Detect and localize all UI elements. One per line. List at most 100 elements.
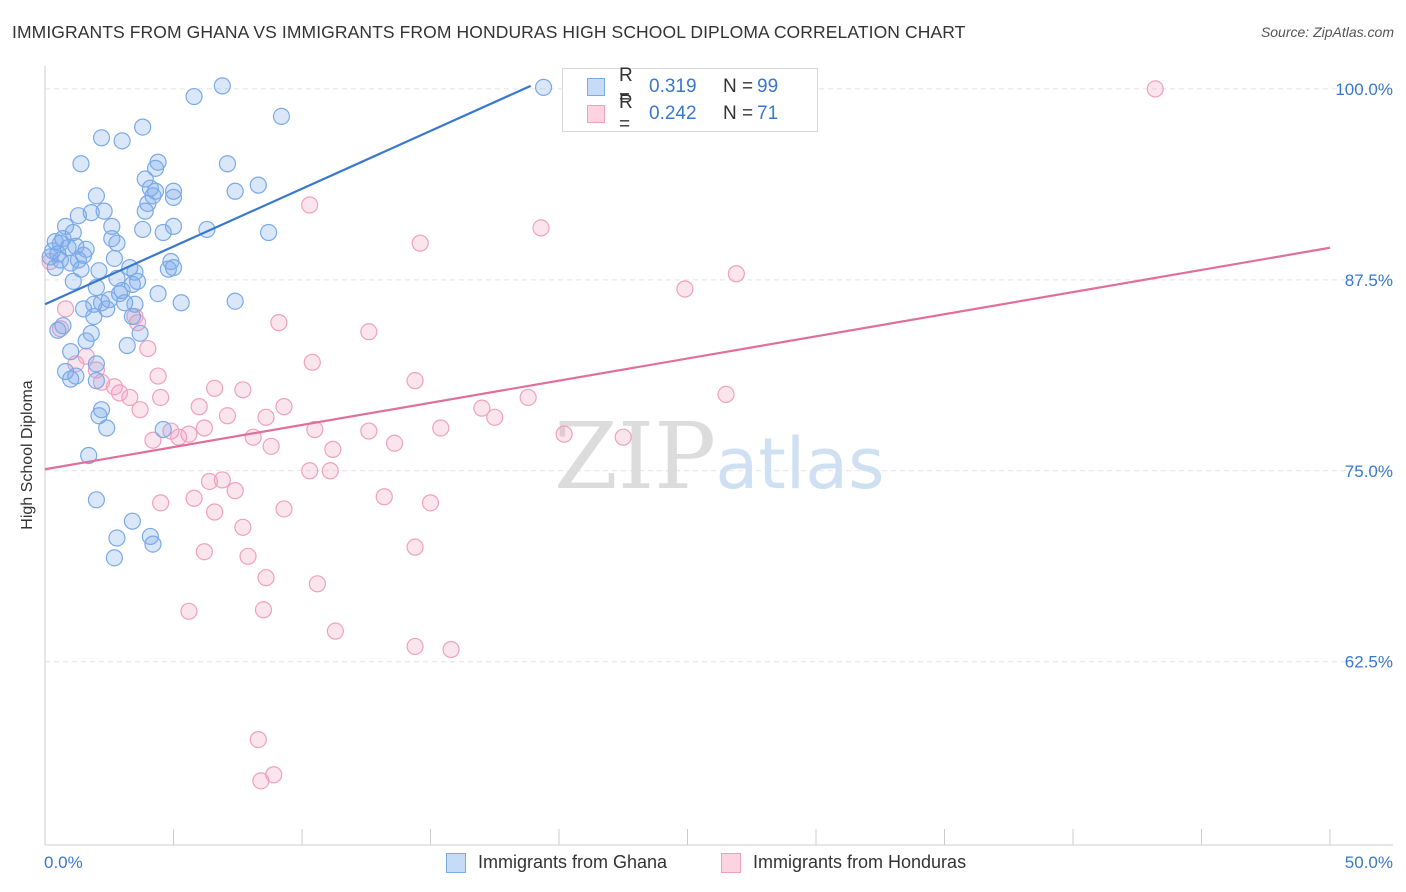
point-honduras [432, 419, 450, 437]
point-honduras [149, 367, 167, 385]
point-honduras [262, 437, 280, 455]
point-ghana [87, 372, 106, 390]
point-ghana [149, 284, 167, 303]
point-honduras [257, 408, 275, 426]
y-tick-labels: 62.5% 75.0% 87.5% 100.0% [1335, 80, 1393, 672]
point-ghana [46, 259, 64, 277]
point-ghana [49, 321, 67, 339]
legend-n-label: N = [723, 103, 754, 124]
point-honduras [301, 462, 319, 480]
point-honduras [200, 472, 219, 491]
y-tick-label: 75.0% [1345, 462, 1393, 481]
legend-row-ghana: R = 0.319 N = 99 [563, 65, 831, 108]
point-honduras [234, 518, 252, 536]
point-honduras [144, 431, 162, 449]
point-ghana [146, 182, 165, 200]
point-ghana [72, 155, 90, 173]
legend-n-value-honduras: 71 [757, 103, 779, 124]
point-ghana [90, 262, 108, 280]
point-ghana [259, 223, 278, 242]
point-ghana [103, 230, 121, 248]
point-honduras [265, 766, 283, 784]
point-honduras [275, 398, 293, 416]
point-ghana [110, 284, 129, 303]
point-ghana [131, 324, 149, 342]
point-ghana [136, 170, 154, 188]
point-ghana [118, 336, 136, 355]
point-ghana [154, 420, 172, 439]
point-honduras [614, 428, 632, 446]
stats-legend: R = 0.319 N = 99 R = 0.242 N = 71 [562, 65, 818, 135]
point-honduras [139, 339, 157, 358]
point-honduras [406, 538, 424, 556]
point-honduras [254, 601, 273, 619]
point-honduras [473, 399, 491, 417]
point-honduras [180, 425, 198, 443]
point-ghana [226, 292, 244, 310]
point-honduras [152, 494, 170, 512]
legend-swatch-ghana [587, 78, 605, 96]
point-ghana [64, 223, 82, 242]
legend-n-label: N = [723, 76, 754, 97]
point-honduras [519, 388, 537, 407]
axes [44, 66, 1393, 846]
y-tick-label: 100.0% [1335, 80, 1393, 99]
chart-source: Source: ZipAtlas.com [1260, 24, 1394, 40]
legend-n-value-ghana: 99 [757, 76, 779, 97]
point-honduras [275, 500, 293, 518]
point-ghana [164, 217, 183, 235]
point-ghana [134, 118, 152, 136]
point-ghana [113, 132, 131, 150]
point-ghana [92, 129, 111, 147]
point-honduras [406, 372, 424, 390]
point-honduras [385, 434, 404, 452]
point-honduras [411, 234, 429, 252]
point-ghana [62, 370, 80, 388]
point-ghana [126, 295, 144, 313]
point-ghana [172, 294, 190, 312]
point-honduras [421, 494, 440, 512]
point-honduras [206, 379, 224, 397]
point-ghana [134, 220, 152, 239]
point-honduras [442, 640, 460, 659]
point-ghana [80, 446, 98, 465]
x-tick-label-max: 50.0% [1345, 853, 1393, 872]
point-honduras [226, 482, 244, 500]
point-honduras [270, 314, 288, 332]
series-honduras-points [41, 80, 1164, 790]
point-ghana [67, 367, 85, 385]
point-ghana [226, 182, 244, 200]
point-honduras [486, 408, 504, 426]
point-ghana [69, 207, 88, 225]
bottom-legend-swatch-honduras [721, 852, 741, 873]
point-ghana [164, 259, 183, 277]
point-honduras [406, 637, 424, 656]
point-honduras [213, 471, 231, 489]
point-ghana [69, 251, 88, 269]
point-ghana [85, 307, 103, 326]
legend-r-value-ghana: 0.319 [649, 76, 697, 97]
point-honduras [360, 323, 378, 341]
point-ghana [218, 155, 237, 173]
bottom-legend-honduras: Immigrants from Honduras [721, 852, 966, 873]
point-ghana [164, 182, 183, 200]
point-honduras [218, 407, 237, 425]
point-honduras [152, 388, 170, 407]
point-honduras [56, 300, 75, 318]
point-honduras [257, 569, 275, 587]
point-ghana [249, 176, 267, 194]
legend-r-value-honduras: 0.242 [649, 103, 697, 124]
watermark: ZIP atlas [554, 403, 885, 510]
point-honduras [1146, 80, 1164, 98]
point-honduras [375, 488, 393, 506]
point-honduras [306, 420, 324, 439]
y-tick-label: 87.5% [1345, 271, 1393, 290]
point-ghana [164, 188, 183, 206]
legend-r-label: R = [619, 65, 633, 108]
point-honduras [532, 219, 550, 237]
point-ghana [108, 529, 126, 547]
point-ghana [64, 272, 82, 290]
point-ghana [149, 153, 167, 171]
point-ghana [108, 234, 126, 252]
